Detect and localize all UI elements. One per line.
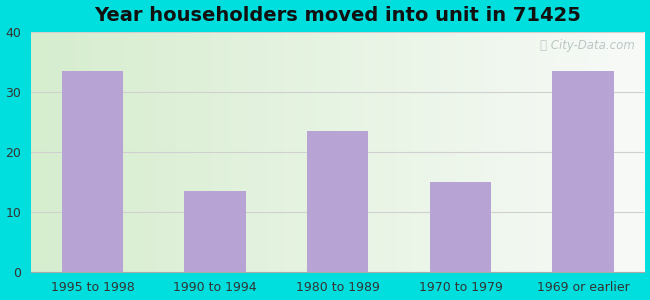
Bar	[185, 191, 246, 272]
Title: Year householders moved into unit in 71425: Year householders moved into unit in 714…	[94, 6, 581, 25]
Bar	[62, 71, 123, 272]
Bar	[552, 71, 614, 272]
Bar	[307, 131, 369, 272]
Bar	[430, 182, 491, 272]
Text: ⓘ City-Data.com: ⓘ City-Data.com	[540, 39, 635, 52]
